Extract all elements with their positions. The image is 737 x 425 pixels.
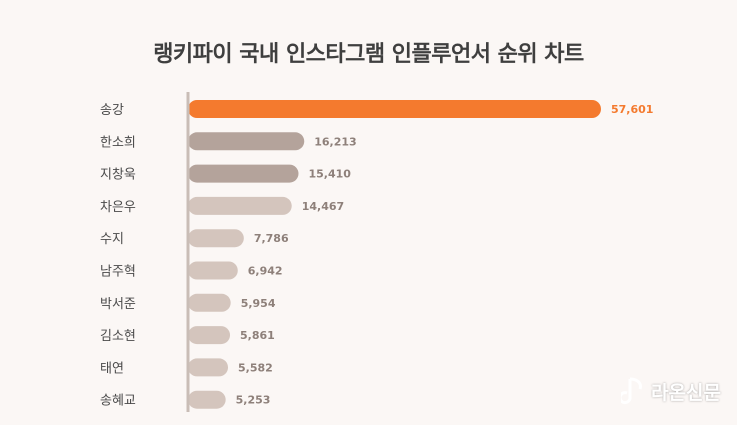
value-label: 6,942	[248, 265, 283, 278]
value-label: 57,601	[611, 103, 653, 116]
bar	[188, 390, 226, 409]
bar	[188, 132, 305, 151]
bar	[188, 164, 299, 183]
bar	[188, 229, 244, 248]
category-label: 태연	[100, 361, 124, 376]
value-label: 5,861	[240, 329, 275, 342]
value-label: 15,410	[308, 168, 351, 181]
category-label: 송혜교	[100, 394, 136, 409]
category-label: 남주혁	[100, 265, 136, 280]
category-label: 박서준	[100, 297, 136, 312]
watermark-text: 라온신문	[651, 381, 721, 404]
bar	[188, 358, 229, 377]
category-label: 송강	[100, 103, 124, 118]
value-label: 5,253	[236, 394, 271, 407]
category-label: 김소현	[100, 329, 136, 344]
bar	[188, 326, 231, 345]
bar	[188, 261, 238, 280]
category-label: 차은우	[100, 200, 136, 215]
value-label: 16,213	[314, 135, 356, 148]
category-label: 수지	[100, 232, 124, 247]
chart-title: 랭키파이 국내 인스타그램 인플루언서 순위 차트	[153, 42, 584, 67]
music-note-logo-icon	[621, 377, 643, 405]
watermark: 라온신문	[621, 375, 721, 407]
category-label: 지창욱	[100, 168, 136, 183]
value-label: 5,582	[238, 361, 273, 374]
value-label: 7,786	[254, 232, 289, 245]
value-label: 14,467	[302, 200, 344, 213]
value-label: 5,954	[241, 297, 276, 310]
category-label: 한소희	[100, 135, 136, 150]
bar	[188, 293, 231, 312]
bar	[188, 100, 601, 118]
bar	[188, 196, 292, 215]
